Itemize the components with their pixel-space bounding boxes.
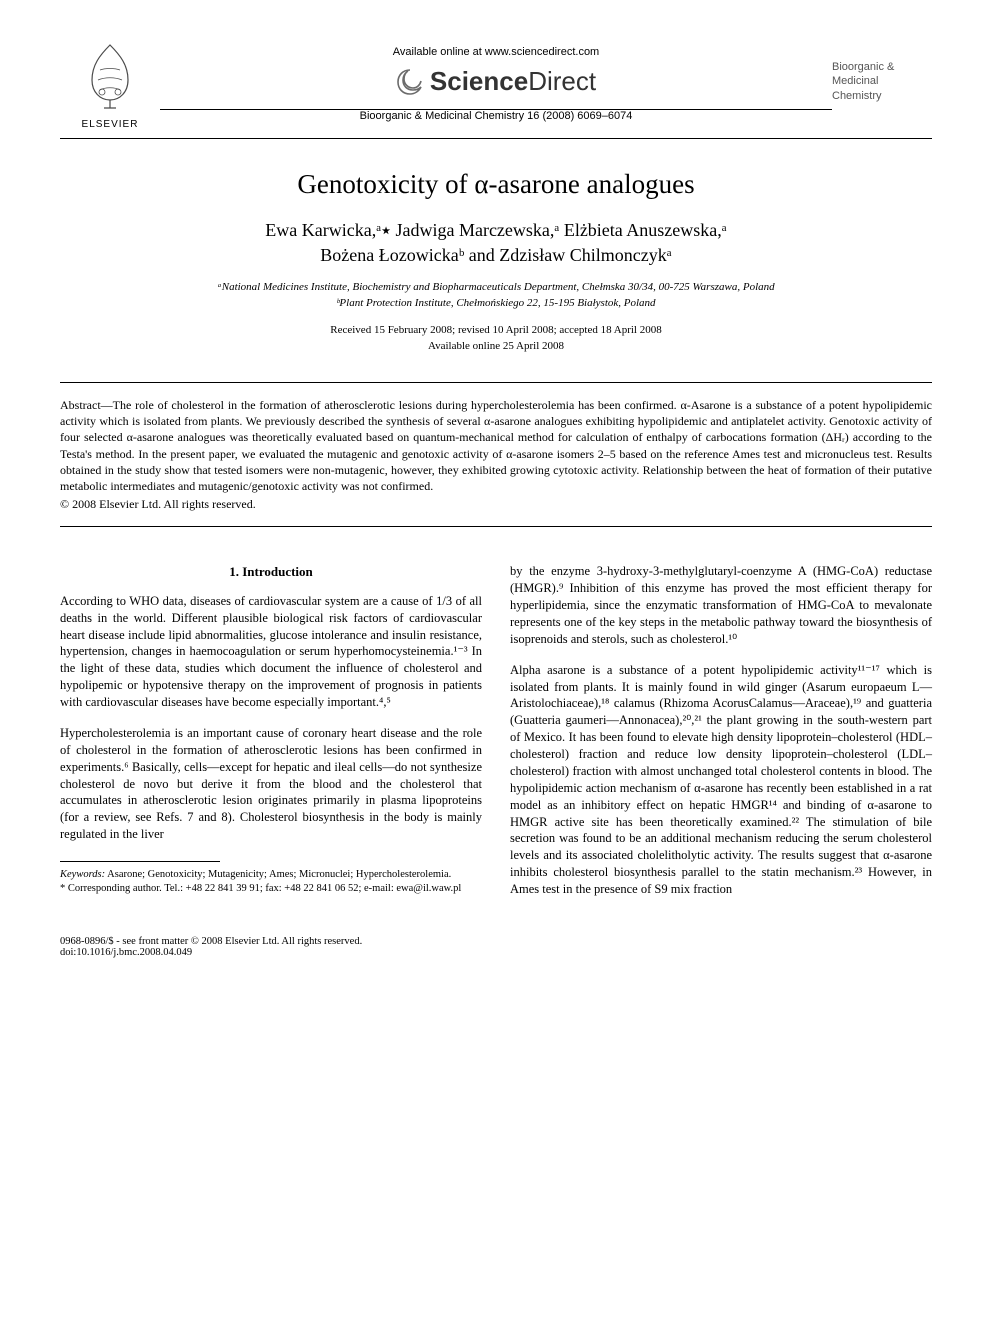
abstract-copyright: © 2008 Elsevier Ltd. All rights reserved… [60, 496, 932, 512]
elsevier-label: ELSEVIER [60, 119, 160, 130]
keywords-text: Asarone; Genotoxicity; Mutagenicity; Ame… [107, 869, 451, 880]
footer-left-line-2: doi:10.1016/j.bmc.2008.04.049 [60, 947, 362, 958]
left-para-1: According to WHO data, diseases of cardi… [60, 593, 482, 711]
authors-line-1: Ewa Karwicka,ᵃ٭ Jadwiga Marczewska,ᵃ Elż… [60, 218, 932, 243]
journal-reference: Bioorganic & Medicinal Chemistry 16 (200… [160, 110, 832, 122]
footer-left-line-1: 0968-0896/$ - see front matter © 2008 El… [60, 936, 362, 947]
sciencedirect-text: ScienceDirect [430, 66, 596, 97]
center-header: Available online at www.sciencedirect.co… [160, 40, 832, 122]
authors-line-2: Bożena Łozowickaᵇ and Zdzisław Chilmoncz… [60, 243, 932, 268]
abstract-block: Abstract—The role of cholesterol in the … [60, 382, 932, 527]
badge-line-3: Chemistry [832, 89, 932, 103]
section-1-heading: 1. Introduction [60, 563, 482, 581]
sd-bold: Science [430, 66, 528, 96]
dates-line-1: Received 15 February 2008; revised 10 Ap… [60, 323, 932, 338]
dates-line-2: Available online 25 April 2008 [60, 339, 932, 354]
elsevier-tree-icon [80, 40, 140, 110]
page-header: ELSEVIER Available online at www.science… [60, 40, 932, 130]
page-footer: 0968-0896/$ - see front matter © 2008 El… [60, 936, 932, 958]
elsevier-logo-block: ELSEVIER [60, 40, 160, 130]
available-online-line: Available online at www.sciencedirect.co… [160, 46, 832, 58]
badge-line-1: Bioorganic & [832, 60, 932, 74]
right-para-1: by the enzyme 3-hydroxy-3-methylglutaryl… [510, 563, 932, 647]
badge-line-2: Medicinal [832, 74, 932, 88]
footnote-rule [60, 861, 220, 862]
body-columns: 1. Introduction According to WHO data, d… [60, 563, 932, 912]
header-bottom-rule [60, 138, 932, 139]
footer-left: 0968-0896/$ - see front matter © 2008 El… [60, 936, 362, 958]
corresponding-author: * Corresponding author. Tel.: +48 22 841… [60, 882, 482, 896]
abstract-text: Abstract—The role of cholesterol in the … [60, 398, 932, 493]
journal-badge: Bioorganic & Medicinal Chemistry [832, 40, 932, 103]
sd-light: Direct [528, 66, 596, 96]
footnotes: Keywords: Asarone; Genotoxicity; Mutagen… [60, 868, 482, 896]
affiliations: ᵃNational Medicines Institute, Biochemis… [60, 280, 932, 311]
article-title: Genotoxicity of α-asarone analogues [60, 169, 932, 200]
authors-block: Ewa Karwicka,ᵃ٭ Jadwiga Marczewska,ᵃ Elż… [60, 218, 932, 268]
affiliation-b: ᵇPlant Protection Institute, Chełmońskie… [60, 296, 932, 311]
left-para-2: Hypercholesterolemia is an important cau… [60, 725, 482, 843]
sciencedirect-swirl-icon [396, 68, 424, 96]
sciencedirect-brand: ScienceDirect [160, 66, 832, 97]
right-para-2: Alpha asarone is a substance of a potent… [510, 662, 932, 898]
left-column: 1. Introduction According to WHO data, d… [60, 563, 482, 912]
publication-dates: Received 15 February 2008; revised 10 Ap… [60, 323, 932, 354]
keywords-line: Keywords: Asarone; Genotoxicity; Mutagen… [60, 868, 482, 882]
affiliation-a: ᵃNational Medicines Institute, Biochemis… [60, 280, 932, 295]
right-column: by the enzyme 3-hydroxy-3-methylglutaryl… [510, 563, 932, 912]
keywords-label: Keywords: [60, 869, 105, 880]
